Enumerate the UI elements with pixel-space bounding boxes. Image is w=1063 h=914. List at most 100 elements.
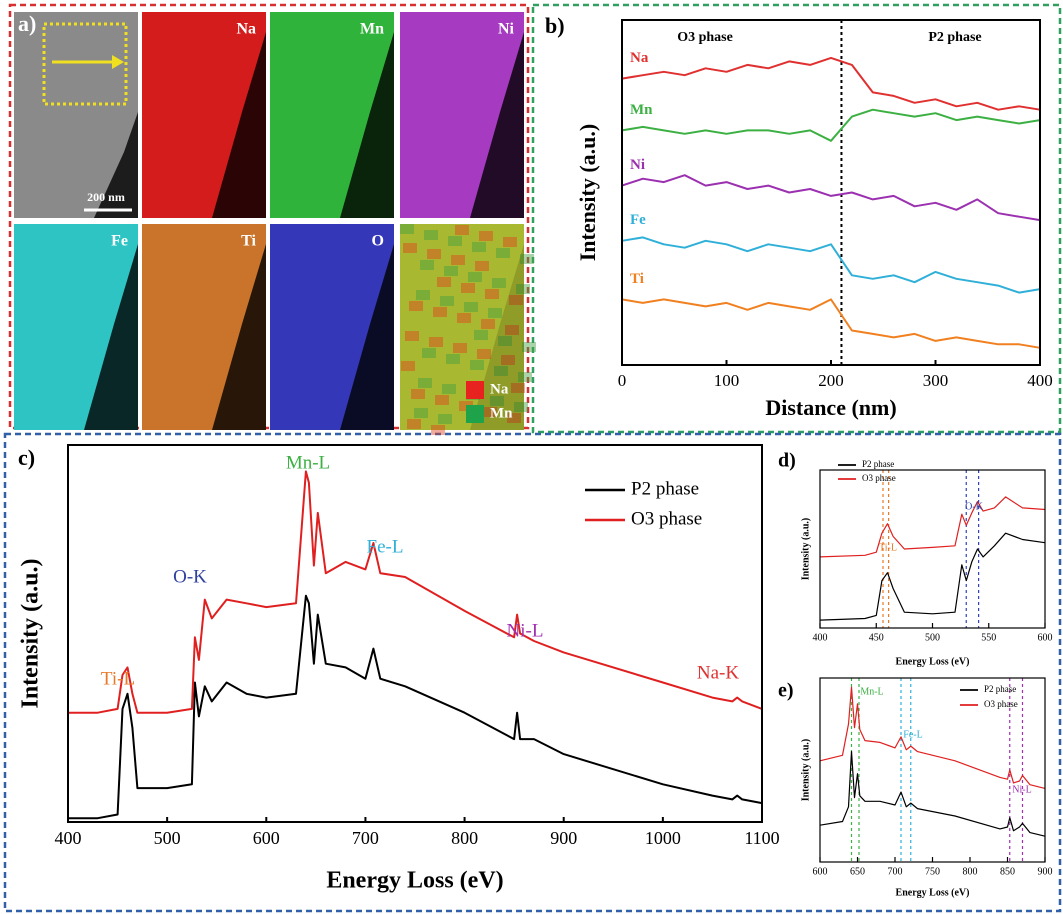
x-axis-label: Energy Loss (eV) — [896, 656, 970, 667]
map-label: Na — [236, 21, 256, 38]
overlay-speckle — [451, 255, 465, 265]
sample-edge — [470, 32, 524, 218]
sample-edge — [212, 32, 266, 218]
overlay-speckle — [474, 330, 488, 340]
overlay-speckle — [470, 360, 484, 370]
overlay-speckle — [442, 384, 456, 394]
overlay-speckle — [477, 349, 491, 359]
sample-edge — [212, 244, 266, 430]
annotation: Fe-L — [903, 729, 922, 740]
overlay-speckle — [475, 261, 489, 271]
overlay-speckle — [468, 272, 482, 282]
overlay-speckle — [498, 336, 512, 346]
plot-frame — [819, 469, 1046, 629]
x-tick-label: 300 — [923, 371, 949, 390]
map-label: Ti — [241, 233, 256, 250]
overlay-speckle — [461, 283, 475, 293]
scan-box — [42, 22, 128, 106]
overlay-speckle — [509, 295, 523, 305]
x-tick-label: 600 — [1038, 632, 1053, 643]
overlay-speckle — [403, 243, 417, 253]
overlay-speckle — [488, 308, 502, 318]
panel-label: a) — [18, 11, 36, 36]
overlay-speckle — [400, 224, 414, 234]
sample-edge — [340, 244, 394, 430]
series-label: Fe — [630, 212, 646, 228]
sample-edge — [94, 112, 138, 218]
y-axis-label: Intensity (a.u.) — [800, 739, 811, 802]
overlay-speckle — [429, 337, 443, 347]
overlay-speckle — [485, 289, 499, 299]
x-tick-label: 800 — [963, 866, 978, 877]
series-line — [621, 56, 1041, 111]
overlay-speckle — [511, 383, 525, 393]
annotation: Na-K — [697, 662, 739, 683]
x-tick-label: 1100 — [744, 828, 779, 848]
x-tick-label: 650 — [850, 866, 865, 877]
panel-c-frame — [3, 432, 1062, 913]
overlay-speckle — [505, 325, 519, 335]
x-tick-label: 900 — [550, 828, 577, 848]
x-tick-label: 0 — [618, 371, 627, 390]
x-tick-label: 200 — [818, 371, 844, 390]
x-tick-label: 600 — [813, 866, 828, 877]
x-axis-label: Distance (nm) — [765, 395, 896, 420]
series-line — [621, 236, 1041, 294]
legend-label: P2 phase — [631, 478, 699, 499]
series-line — [621, 174, 1041, 222]
overlay-speckle — [464, 302, 478, 312]
overlay-speckle — [453, 343, 467, 353]
overlay-speckle — [496, 248, 510, 258]
x-tick-label: 850 — [1000, 866, 1015, 877]
x-tick-label: 600 — [253, 828, 280, 848]
panel-label: b) — [545, 13, 565, 38]
map-label: Mn — [360, 21, 384, 38]
x-tick-label: 400 — [1027, 371, 1053, 390]
sample-edge — [340, 32, 394, 218]
map-label: Ni — [498, 21, 515, 38]
map-label: Fe — [111, 233, 128, 250]
annotation: O-K — [965, 501, 984, 512]
overlay-speckle — [518, 372, 532, 382]
overlay-speckle — [503, 237, 517, 247]
x-tick-label: 500 — [154, 828, 181, 848]
overlay-speckle — [431, 425, 445, 435]
x-tick-label: 450 — [869, 632, 884, 643]
overlay-speckle — [420, 260, 434, 270]
overlay-speckle — [424, 230, 438, 240]
series-line — [819, 532, 1046, 621]
overlay-speckle — [433, 307, 447, 317]
series-label: Mn — [630, 102, 653, 118]
overlay-speckle — [418, 378, 432, 388]
legend-label: Mn — [490, 405, 513, 421]
x-axis-label: Energy Loss (eV) — [326, 868, 503, 894]
overlay-speckle — [444, 266, 458, 276]
overlay-speckle — [479, 231, 493, 241]
overlay-speckle — [446, 354, 460, 364]
x-tick-label: 1000 — [645, 828, 681, 848]
annotation: Mn-L — [860, 686, 883, 697]
annotation: Ni-L — [507, 620, 544, 641]
series-line — [68, 594, 763, 820]
series-line — [819, 496, 1046, 558]
x-tick-label: 400 — [55, 828, 82, 848]
overlay-speckle — [455, 225, 469, 235]
series-line — [621, 108, 1041, 142]
panel-a-frame — [8, 3, 530, 430]
annotation: Ni-L — [1012, 784, 1031, 795]
annotation: O-K — [173, 566, 207, 587]
x-tick-label: 400 — [813, 632, 828, 643]
series-label: Ni — [630, 157, 645, 173]
map-tile — [400, 224, 524, 430]
series-line — [819, 686, 1046, 789]
scan-arrowhead — [112, 55, 124, 69]
scale-bar-label: 200 nm — [87, 190, 125, 204]
panel-b-frame — [531, 3, 1062, 434]
overlay-speckle — [490, 396, 504, 406]
x-tick-label: 900 — [1038, 866, 1053, 877]
panel-label: d) — [778, 450, 796, 472]
overlay-speckle — [483, 407, 497, 417]
panel-label: c) — [18, 445, 35, 470]
overlay-speckle — [414, 408, 428, 418]
